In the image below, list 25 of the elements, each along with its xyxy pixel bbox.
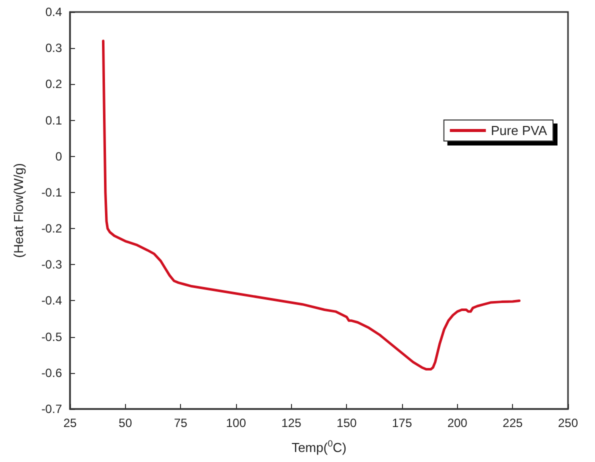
x-tick-label: 225 [502,416,523,430]
x-tick-label: 100 [226,416,246,430]
y-tick-label: -0.6 [41,366,62,380]
y-tick-label: -0.7 [41,402,62,416]
y-tick-label: 0.2 [45,77,62,92]
y-tick-label: -0.1 [41,185,62,200]
x-tick-label: 125 [281,416,302,430]
y-axis-title: (Heat Flow(W/g) [11,163,26,258]
y-tick-label: -0.4 [41,294,62,308]
x-tick-label: 75 [174,416,188,430]
x-tick-label: 150 [336,416,357,430]
x-tick-label: 175 [392,416,412,430]
x-tick-label: 200 [447,416,468,430]
y-tick-label: 0.4 [45,5,62,19]
x-tick-label: 25 [63,416,77,430]
line-series [102,40,521,371]
y-tick-label: 0.3 [45,41,62,56]
x-tick-label: 50 [118,416,132,430]
y-tick-label: -0.5 [41,330,62,344]
y-tick-label: -0.2 [41,222,62,236]
legend-label: Pure PVA [490,123,548,138]
y-tick-label: -0.3 [41,258,62,272]
y-tick-label: 0 [55,149,62,164]
y-tick-label: 0.1 [45,113,62,128]
x-tick-label: 250 [558,416,578,430]
